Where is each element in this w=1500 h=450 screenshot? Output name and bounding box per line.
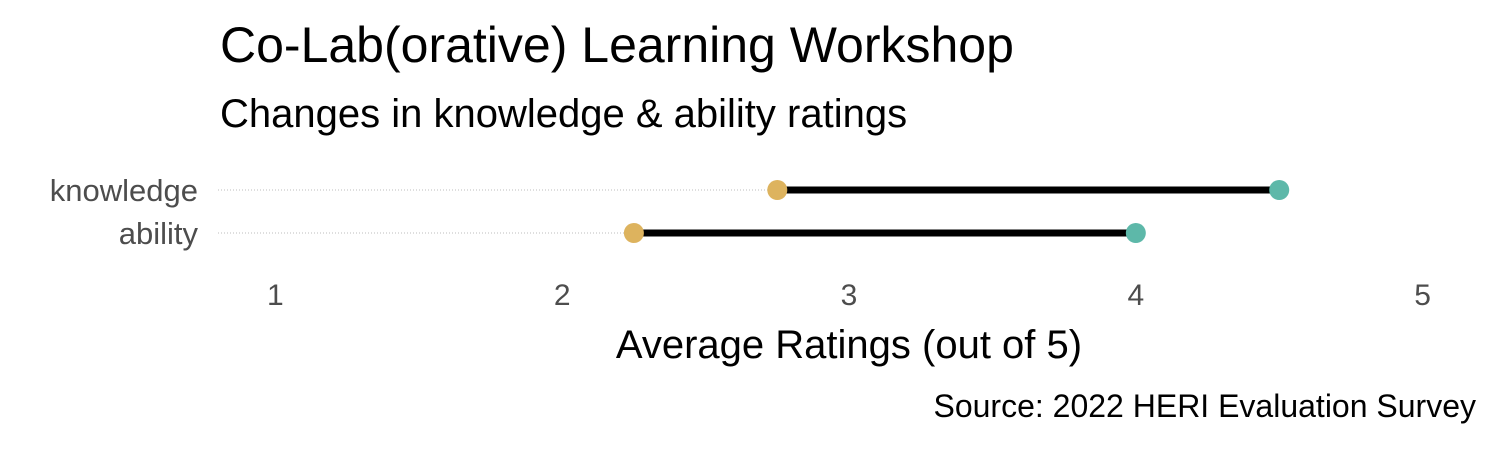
pre-point-knowledge [767,180,788,200]
category-label-ability: ability [119,216,199,251]
post-point-knowledge [1269,180,1290,200]
x-axis-title: Average Ratings (out of 5) [616,323,1082,367]
x-tick-label: 2 [554,279,571,312]
x-tick-label: 4 [1127,279,1144,312]
x-tick-label: 3 [841,279,858,312]
post-point-ability [1125,223,1146,243]
pre-point-ability [623,223,644,243]
chart-title: Co-Lab(orative) Learning Workshop [220,17,1014,73]
category-label-knowledge: knowledge [50,173,198,208]
chart-caption: Source: 2022 HERI Evaluation Survey [933,388,1476,424]
chart-subtitle: Changes in knowledge & ability ratings [220,92,908,136]
x-tick-label: 1 [267,279,284,312]
x-tick-label: 5 [1414,279,1431,312]
